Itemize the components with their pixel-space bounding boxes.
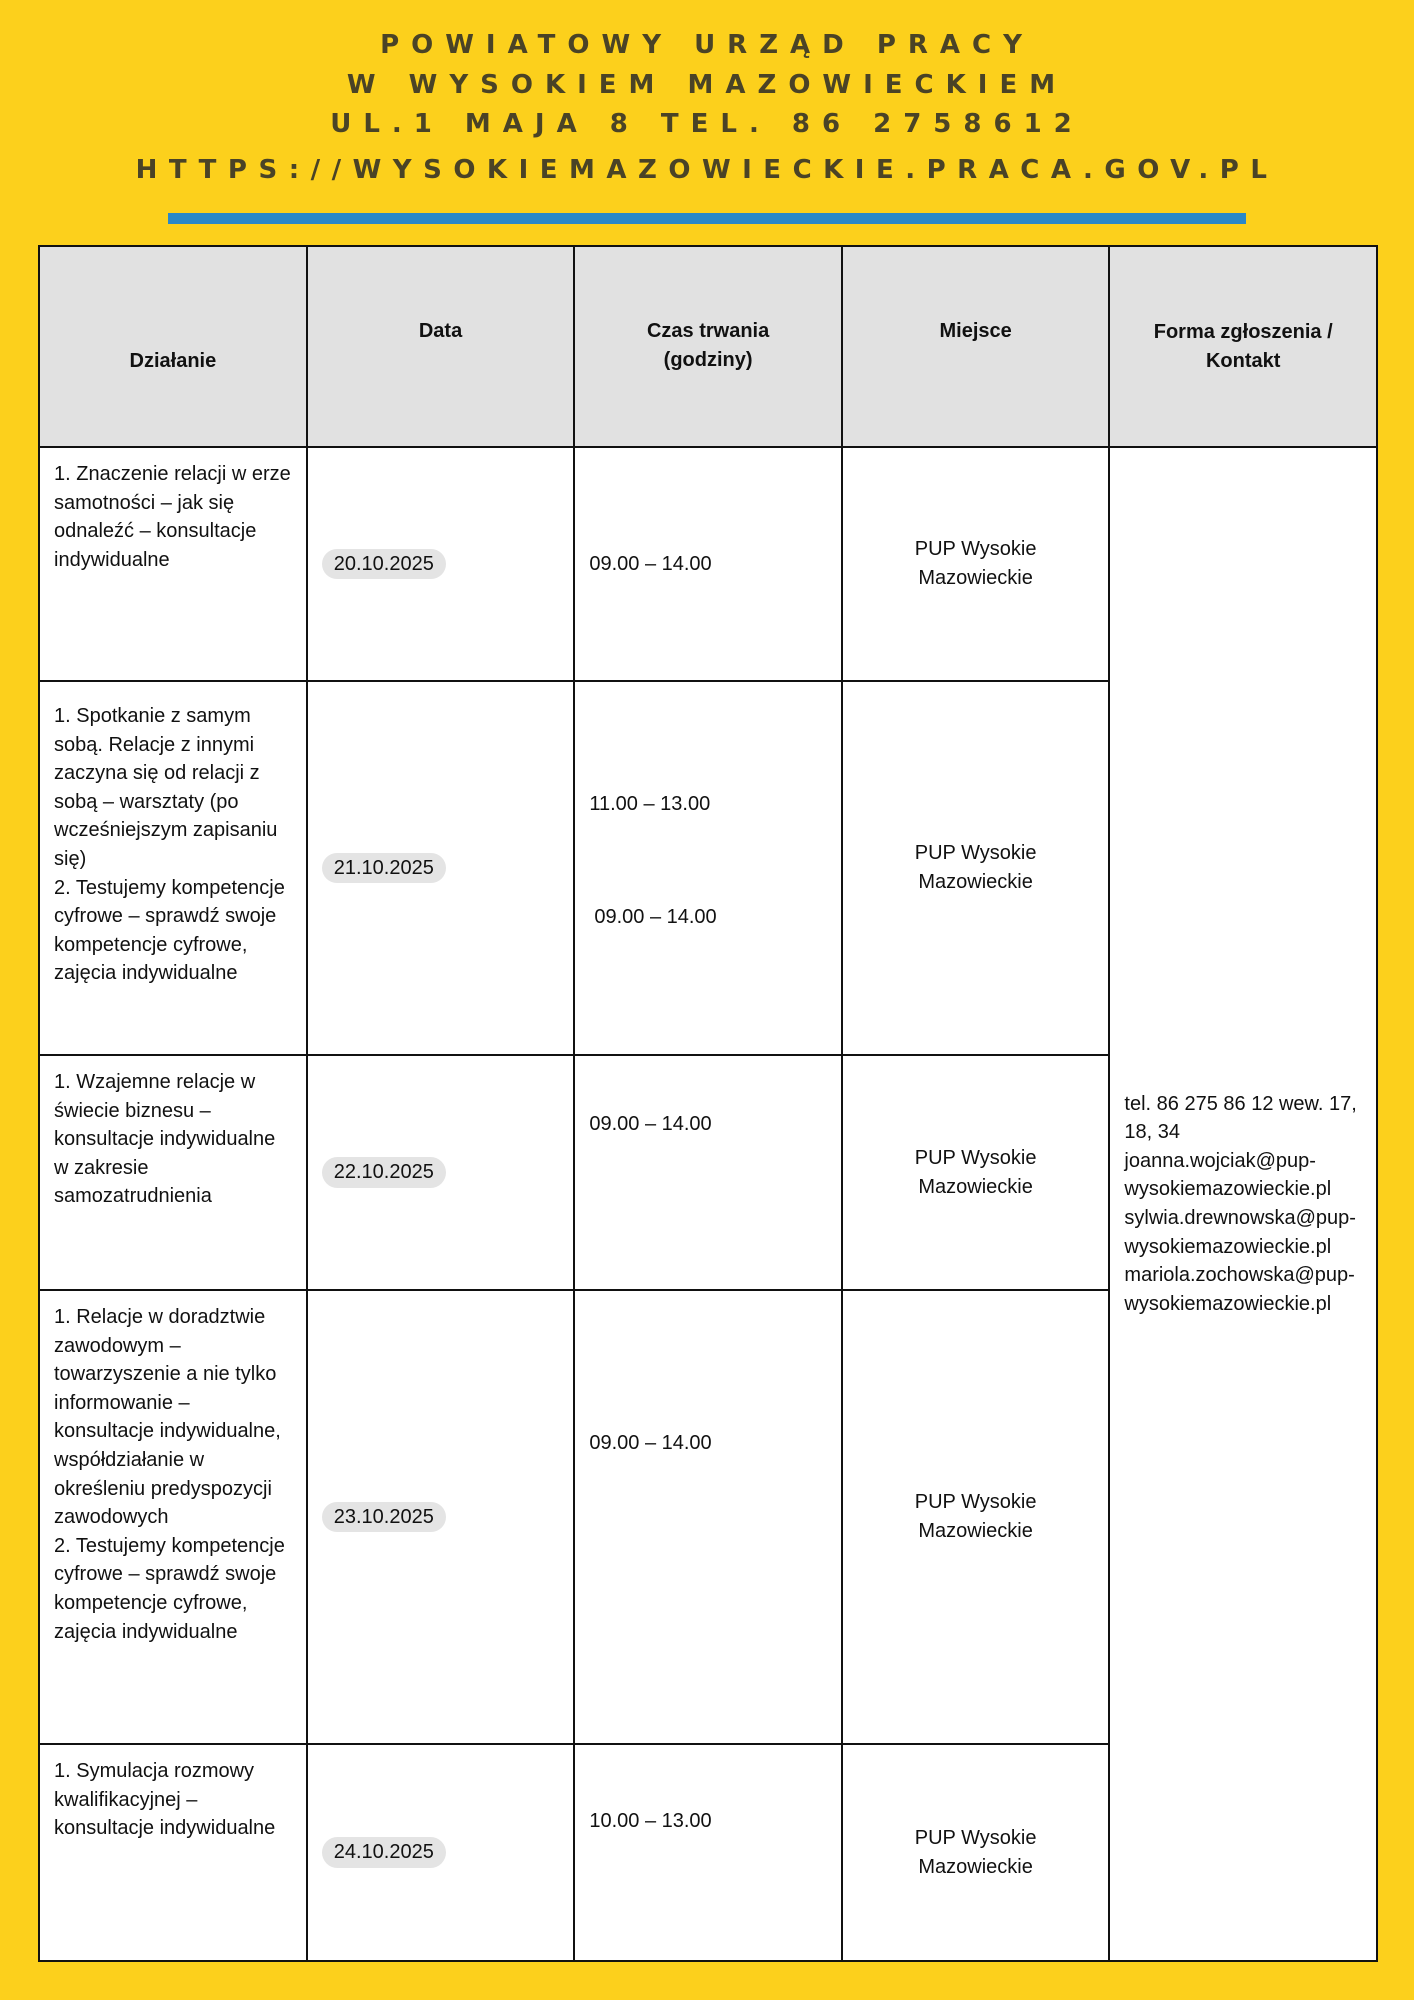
place-cell: PUP Wysokie Mazowieckie	[840, 1289, 1111, 1745]
time-cell: 09.00 – 14.00	[573, 1054, 843, 1291]
place-cell: PUP Wysokie Mazowieckie	[840, 1054, 1111, 1291]
table-row: 1. Wzajemne relacje w świecie biznesu – …	[38, 1054, 1377, 1291]
date-badge: 22.10.2025	[321, 1157, 446, 1188]
action-cell: 1. Symulacja rozmowy kwalifikacyjnej – k…	[38, 1743, 308, 1962]
action-cell: 1. Relacje w doradztwie zawodowym – towa…	[38, 1289, 308, 1745]
time-cell: 10.00 – 13.00	[573, 1743, 843, 1962]
place-cell: PUP Wysokie Mazowieckie	[840, 446, 1111, 682]
table-row: 1. Spotkanie z samym sobą. Relacje z inn…	[38, 680, 1377, 1056]
time-cell: 09.00 – 14.00	[573, 1289, 843, 1745]
office-url[interactable]: HTTPS://WYSOKIEMAZOWIECKIE.PRACA.GOV.PL	[135, 155, 1279, 185]
action-cell: 1. Spotkanie z samym sobą. Relacje z inn…	[38, 680, 308, 1056]
date-badge: 23.10.2025	[321, 1501, 446, 1533]
table-row: 1. Znaczenie relacji w erze samotności –…	[38, 446, 1378, 1962]
table-header-row: Działanie Data Czas trwania (godziny) Mi…	[38, 245, 1378, 448]
header-duration: Czas trwania (godziny)	[573, 245, 843, 448]
header-date: Data	[305, 245, 576, 448]
action-cell: 1. Znaczenie relacji w erze samotności –…	[38, 446, 308, 682]
accent-divider	[168, 213, 1246, 224]
table-row: 1. Relacje w doradztwie zawodowym – towa…	[38, 1289, 1377, 1745]
contact-cell: tel. 86 275 86 12 wew. 17, 18, 34 joanna…	[1108, 446, 1378, 1962]
office-location: W WYSOKIEM MAZOWIECKIEM	[346, 70, 1068, 100]
place-cell: PUP Wysokie Mazowieckie	[840, 1743, 1111, 1962]
header-action: Działanie	[38, 245, 308, 448]
header-place: Miejsce	[840, 245, 1111, 448]
date-badge: 24.10.2025	[321, 1837, 446, 1868]
table-row: 1. Symulacja rozmowy kwalifikacyjnej – k…	[38, 1743, 1377, 1962]
date-badge: 20.10.2025	[321, 548, 446, 580]
office-name: POWIATOWY URZĄD PRACY	[380, 30, 1034, 60]
time-cell: 09.00 – 14.00	[573, 446, 843, 682]
time-cell-second: 09.00 – 14.00	[594, 905, 717, 928]
place-cell: PUP Wysokie Mazowieckie	[840, 680, 1111, 1056]
date-badge: 21.10.2025	[321, 852, 446, 884]
schedule-table: Działanie Data Czas trwania (godziny) Mi…	[38, 245, 1378, 1962]
header-contact: Forma zgłoszenia / Kontakt	[1108, 245, 1378, 448]
action-cell: 1. Wzajemne relacje w świecie biznesu – …	[38, 1054, 308, 1291]
office-address: UL.1 MAJA 8 TEL. 86 2758612	[330, 109, 1084, 139]
time-cell: 11.00 – 13.00	[589, 793, 711, 815]
